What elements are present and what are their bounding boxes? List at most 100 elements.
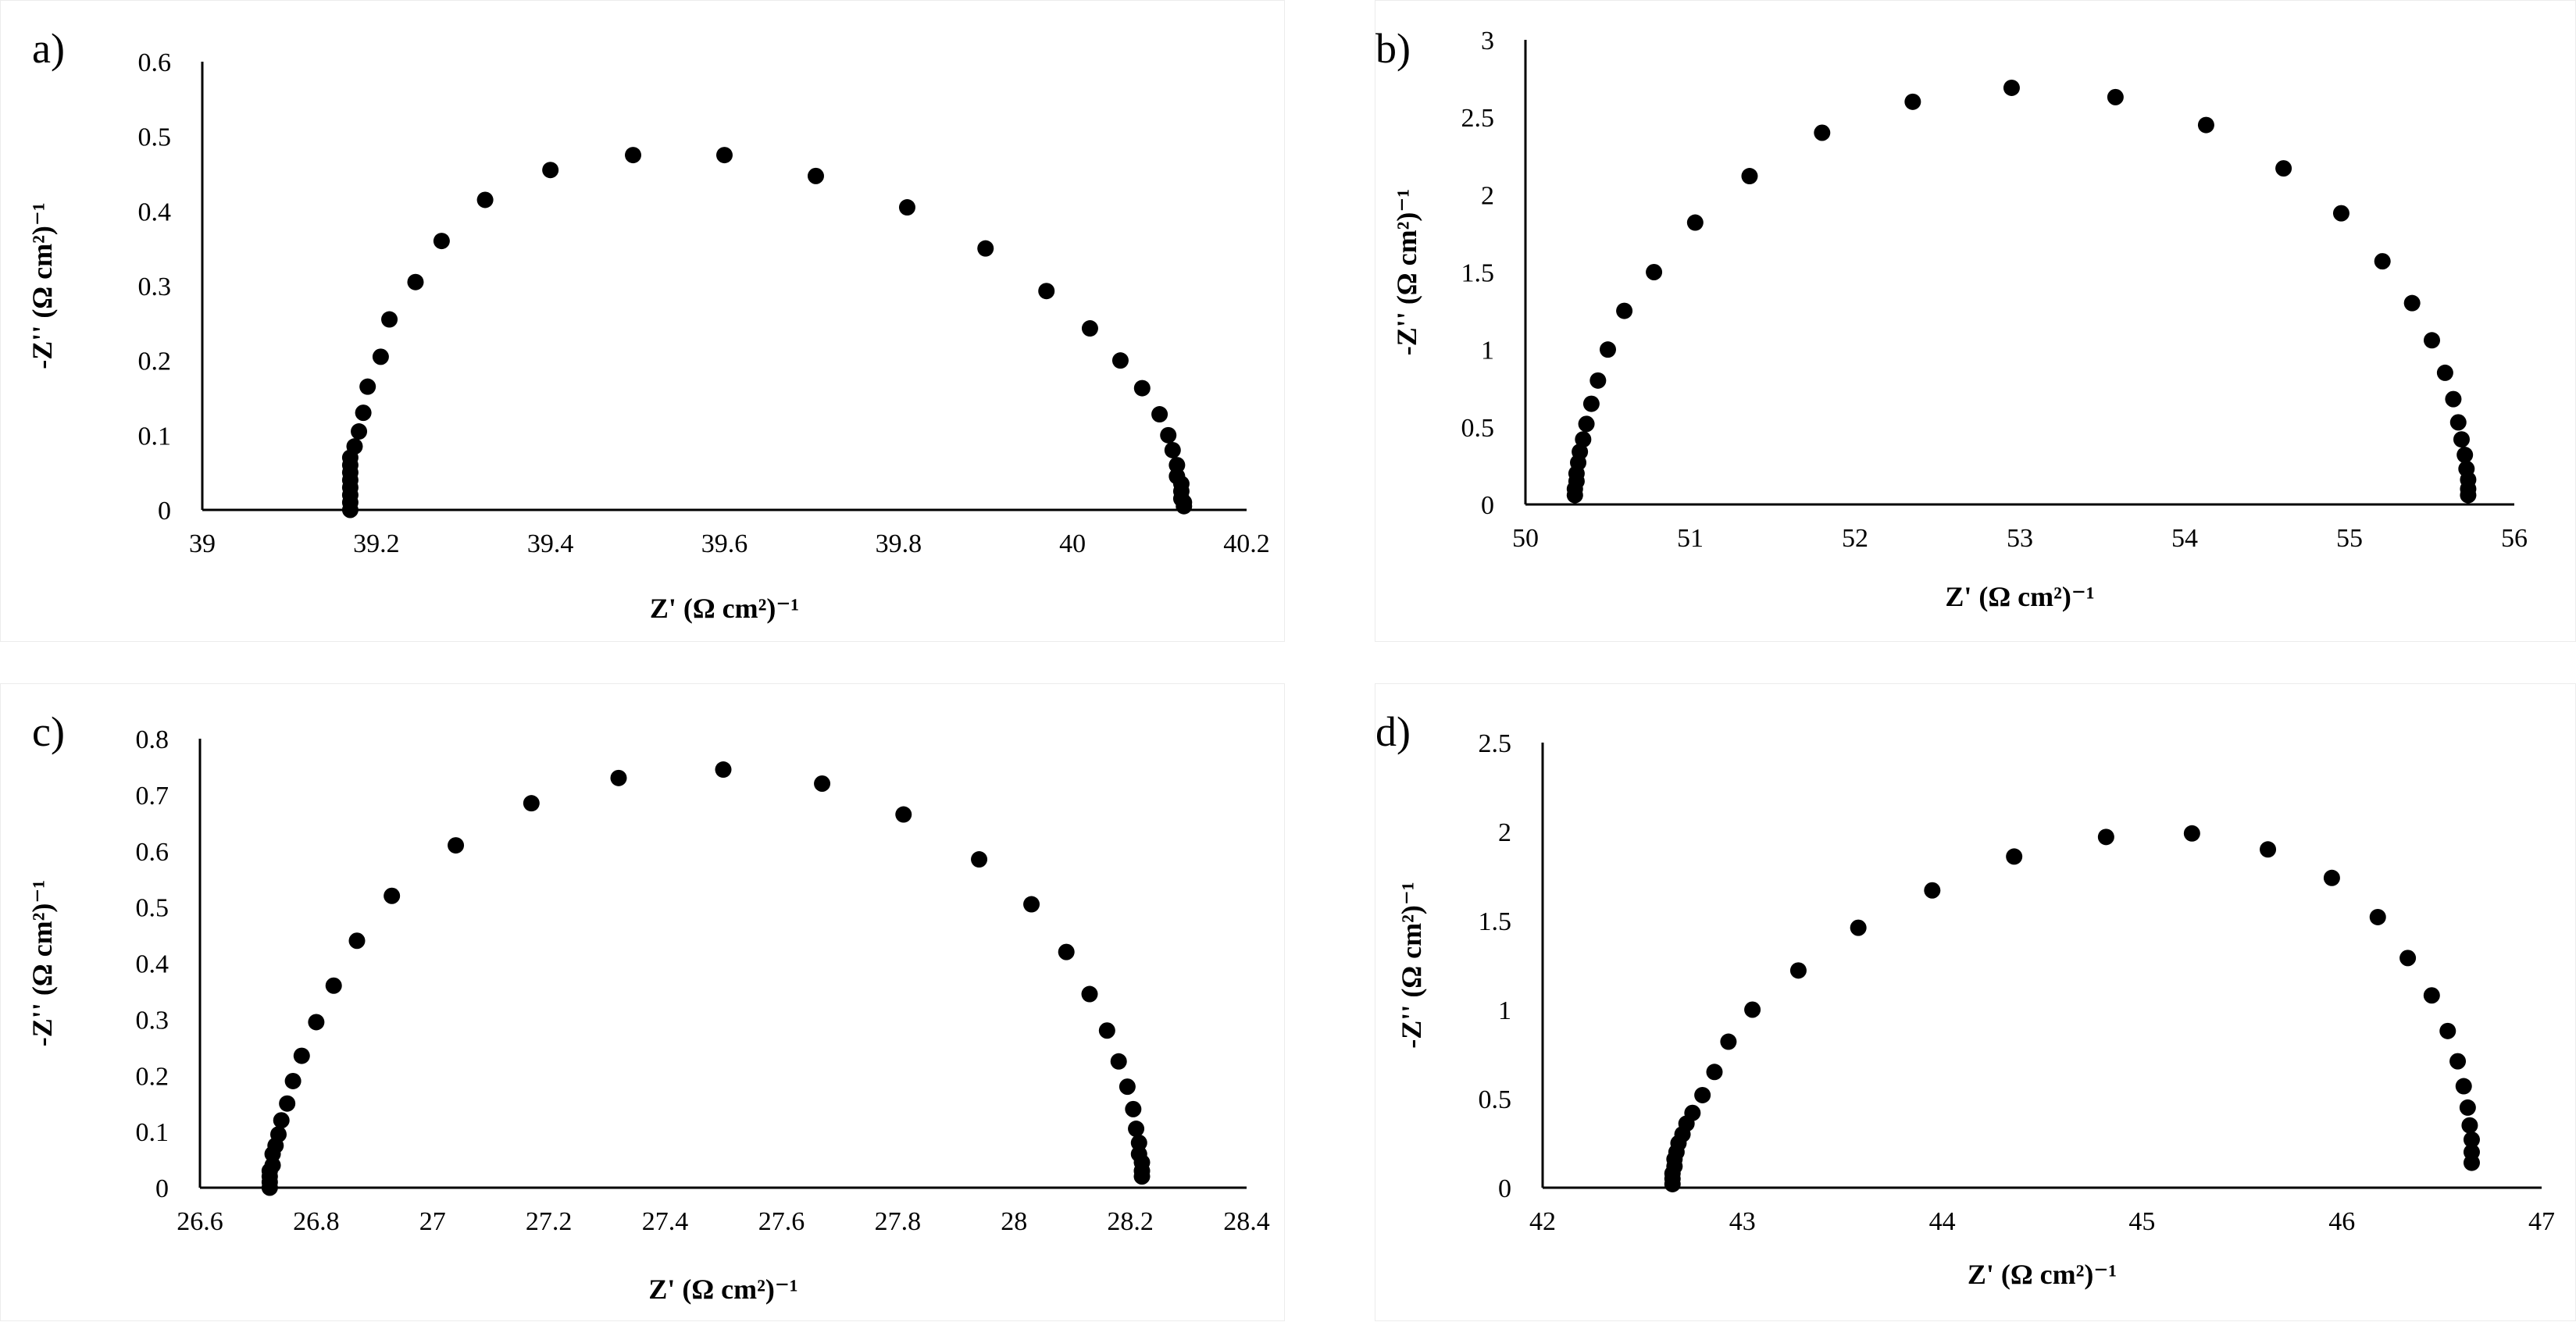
x-tick-label: 28 (1001, 1207, 1027, 1236)
x-axis-title: Z' (Ω cm²)⁻¹ (1945, 581, 2094, 612)
x-tick-label: 54 (2171, 524, 2198, 553)
data-point (273, 1112, 290, 1129)
y-tick-label: 1.5 (1479, 907, 1512, 936)
data-point (1119, 1078, 1136, 1096)
data-point (348, 932, 366, 950)
y-tick-label: 2 (1498, 818, 1511, 847)
data-point (279, 1095, 296, 1112)
data-point (1572, 444, 1589, 461)
data-point (1741, 168, 1758, 185)
panel-label: d) (1375, 708, 1411, 755)
x-tick-label: 52 (1842, 524, 1868, 553)
x-axis-title: Z' (Ω cm²)⁻¹ (648, 1274, 797, 1305)
data-point (2374, 253, 2391, 270)
data-point (814, 775, 831, 792)
data-point (1038, 283, 1055, 300)
data-point (898, 199, 915, 216)
x-tick-label: 39.8 (876, 529, 922, 558)
data-point (1684, 1104, 1701, 1121)
data-point (407, 273, 424, 290)
y-tick-label: 2.5 (1461, 104, 1495, 133)
data-point (1081, 320, 1098, 337)
data-point (1110, 1053, 1127, 1070)
y-tick-label: 0.8 (136, 725, 169, 754)
data-point (542, 162, 559, 179)
data-point (346, 438, 363, 455)
data-point (359, 378, 376, 395)
data-point (1850, 919, 1867, 936)
data-point (1133, 379, 1151, 397)
nyquist-plot-a: 39 39.2 39.4 39.6 39.8 40 40.2 0 0.1 0.2 0.3 0.4 0.5… (27, 48, 1270, 624)
x-tick-label: 27.8 (875, 1207, 922, 1236)
data-point (610, 769, 627, 786)
x-tick-label: 46 (2328, 1207, 2355, 1236)
data-point (1686, 214, 1704, 231)
data-point (977, 240, 994, 257)
data-point (1924, 882, 1941, 899)
data-point (1168, 457, 1186, 474)
y-axis-title: -Z'' (Ω cm²)⁻¹ (27, 880, 58, 1046)
data-point (2461, 1117, 2478, 1134)
data-point (1081, 985, 1098, 1003)
x-tick-label: 27.2 (526, 1207, 573, 1236)
data-point (2445, 390, 2462, 408)
y-tick-label: 0.1 (136, 1118, 169, 1147)
y-tick-label: 3 (1481, 27, 1494, 55)
data-point (351, 423, 368, 440)
x-tick-label: 39.2 (353, 529, 400, 558)
y-tick-label: 0.1 (138, 422, 172, 451)
data-point (1128, 1121, 1145, 1138)
data-point (2460, 486, 2477, 504)
x-tick-label: 39.6 (701, 529, 748, 558)
data-point (1130, 1135, 1147, 1151)
panel-label: c) (32, 708, 65, 755)
x-tick-label: 26.8 (293, 1207, 340, 1236)
y-tick-label: 0 (155, 1174, 169, 1203)
x-axis-title: Z' (Ω cm²)⁻¹ (1968, 1259, 2117, 1290)
data-point (2003, 79, 2020, 96)
y-tick-label: 0.2 (138, 347, 172, 376)
data-point (1023, 896, 1040, 913)
y-tick-label: 0.5 (136, 894, 169, 923)
x-tick-label: 40 (1059, 529, 1086, 558)
chart-panel-b: b) 50 51 52 53 54 55 56 0 0.5 1 1.5 2 2.5 3 Z' (Ω cm²)… (1375, 0, 2576, 642)
data-point (2449, 1053, 2467, 1070)
y-tick-label: 1 (1498, 996, 1511, 1025)
data-point (381, 311, 398, 328)
data-point (1151, 406, 1168, 423)
y-tick-label: 0.3 (136, 1006, 169, 1035)
data-point (2183, 825, 2200, 842)
x-tick-label: 44 (1929, 1207, 1956, 1236)
x-tick-label: 40.2 (1223, 529, 1270, 558)
data-point (2275, 160, 2292, 177)
x-tick-label: 56 (2501, 524, 2528, 553)
data-point (1575, 431, 1592, 448)
x-tick-label: 45 (2128, 1207, 2155, 1236)
data-point (308, 1014, 325, 1031)
data-point (1646, 264, 1663, 280)
nyquist-plot-b: 50 51 52 53 54 55 56 0 0.5 1 1.5 2 2.5 3 Z' (Ω cm²)⁻¹ -… (1391, 27, 2528, 612)
x-tick-label: 27 (419, 1207, 446, 1236)
data-point (2332, 205, 2349, 222)
y-tick-label: 0.4 (136, 950, 169, 979)
data-point (1720, 1033, 1737, 1050)
y-axis-title: -Z'' (Ω cm²)⁻¹ (1391, 189, 1422, 355)
panel-label: a) (32, 25, 65, 72)
data-point (2453, 431, 2470, 448)
data-point (715, 761, 732, 779)
data-point (1578, 415, 1595, 433)
y-tick-label: 0.5 (1461, 414, 1495, 443)
data-point (2369, 908, 2386, 925)
data-point (2323, 869, 2340, 886)
x-axis-title: Z' (Ω cm²)⁻¹ (650, 593, 799, 624)
data-point (1616, 302, 1633, 319)
x-tick-label: 55 (2336, 524, 2363, 553)
chart-panel-a: a) 39 39.2 39.4 39.6 39.8 40 40.2 0 0.1 0.2 0.3 0.4… (0, 0, 1285, 642)
data-point (270, 1126, 287, 1143)
data-point (384, 887, 401, 904)
data-point (1098, 1022, 1115, 1039)
x-tick-label: 47 (2528, 1207, 2555, 1236)
data-point (1814, 124, 1831, 141)
y-tick-label: 0.5 (138, 123, 172, 152)
data-point (433, 233, 450, 250)
